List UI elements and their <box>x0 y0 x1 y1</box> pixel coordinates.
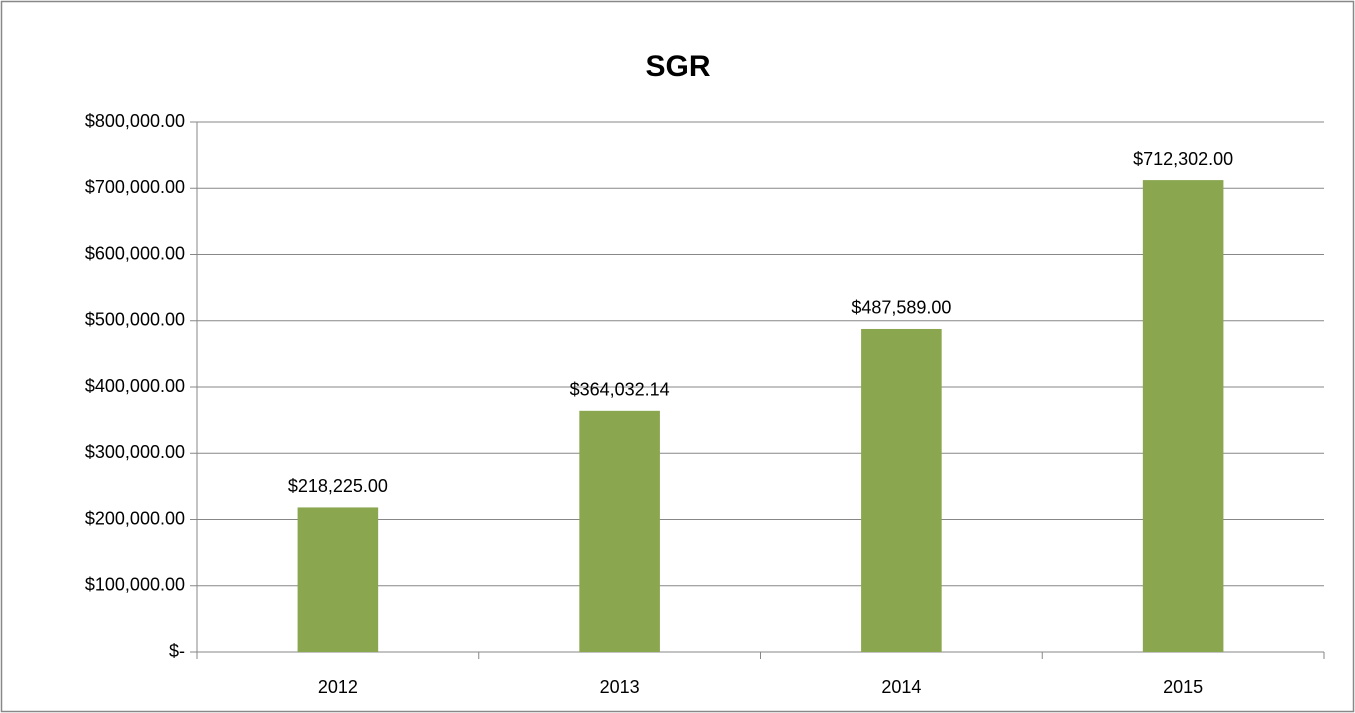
bar <box>579 410 660 652</box>
data-label: $487,589.00 <box>851 298 951 318</box>
y-tick-label: $200,000.00 <box>85 508 185 528</box>
y-tick-label: $100,000.00 <box>85 575 185 595</box>
bar <box>861 328 942 652</box>
x-tick-label: 2015 <box>1163 677 1203 697</box>
x-tick-label: 2013 <box>600 677 640 697</box>
y-tick-label: $500,000.00 <box>85 310 185 330</box>
chart-title: SGR <box>645 50 710 83</box>
y-tick-label: $400,000.00 <box>85 376 185 396</box>
y-tick-label: $- <box>169 641 185 661</box>
y-tick-label: $600,000.00 <box>85 243 185 263</box>
x-tick-label: 2014 <box>881 677 921 697</box>
bar <box>297 507 379 652</box>
y-tick-label: $800,000.00 <box>85 111 185 131</box>
data-label: $712,302.00 <box>1133 149 1233 169</box>
data-label: $218,225.00 <box>288 476 388 496</box>
bar <box>1142 180 1224 653</box>
y-tick-label: $700,000.00 <box>85 177 185 197</box>
data-label: $364,032.14 <box>570 380 670 400</box>
y-tick-label: $300,000.00 <box>85 442 185 462</box>
x-tick-label: 2012 <box>318 677 358 697</box>
